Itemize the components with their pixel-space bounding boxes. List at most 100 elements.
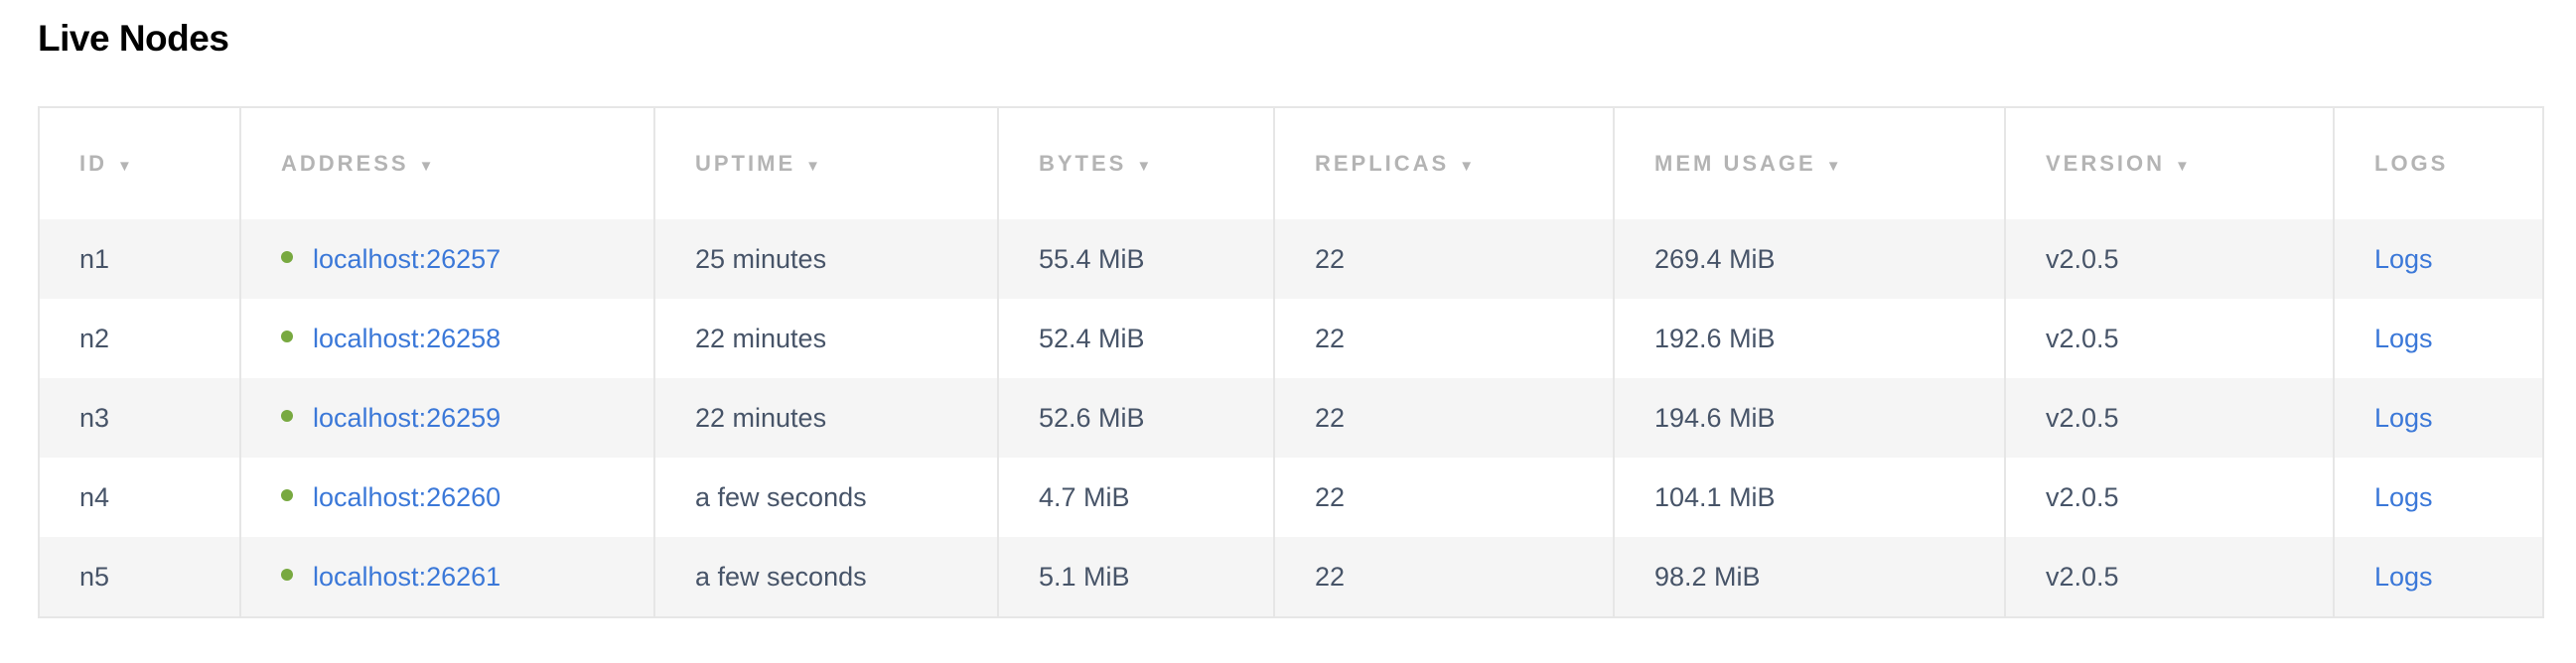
cell-mem: 104.1 MiB <box>1613 458 2005 537</box>
cell-bytes: 52.6 MiB <box>997 378 1274 458</box>
column-header-uptime[interactable]: UPTIME ▼ <box>653 107 998 219</box>
sort-arrow-icon[interactable]: ▼ <box>1459 158 1475 175</box>
mem-value: 104.1 MiB <box>1654 481 1776 512</box>
cell-version: v2.0.5 <box>2004 219 2334 299</box>
cell-address: localhost:26261 <box>239 537 654 617</box>
sort-arrow-icon[interactable]: ▼ <box>117 158 132 175</box>
column-header-mem[interactable]: MEM USAGE ▼ <box>1613 107 2005 219</box>
node-address-link[interactable]: localhost:26259 <box>313 402 501 433</box>
status-live-icon <box>281 410 293 423</box>
cell-id: n5 <box>38 537 240 617</box>
cell-replicas: 22 <box>1273 378 1614 458</box>
cell-uptime: a few seconds <box>653 537 998 617</box>
replicas-value: 22 <box>1315 243 1346 274</box>
cell-address: localhost:26260 <box>239 458 654 537</box>
replicas-value: 22 <box>1315 402 1346 433</box>
cell-logs: Logs <box>2333 219 2543 299</box>
replicas-value: 22 <box>1315 481 1346 512</box>
table-row: n5 localhost:26261 a few seconds 5.1 MiB 22 9… <box>38 537 2543 617</box>
sort-arrow-icon[interactable]: ▼ <box>1136 158 1152 175</box>
status-live-icon <box>281 569 293 582</box>
cell-uptime: 22 minutes <box>653 299 998 378</box>
uptime-value: 22 minutes <box>695 323 827 353</box>
version-value: v2.0.5 <box>2046 561 2119 592</box>
logs-link[interactable]: Logs <box>2374 481 2433 512</box>
table-row: n4 localhost:26260 a few seconds 4.7 MiB 22 1… <box>38 458 2543 537</box>
bytes-value: 55.4 MiB <box>1039 243 1145 274</box>
column-header-logs: LOGS <box>2333 107 2543 219</box>
cell-version: v2.0.5 <box>2004 458 2334 537</box>
column-label: ID <box>79 151 107 176</box>
bytes-value: 5.1 MiB <box>1039 561 1130 592</box>
cell-version: v2.0.5 <box>2004 378 2334 458</box>
logs-link[interactable]: Logs <box>2374 323 2433 353</box>
column-label: LOGS <box>2374 151 2449 176</box>
column-label: REPLICAS <box>1315 151 1450 176</box>
table-body: n1 localhost:26257 25 minutes 55.4 MiB 22 269… <box>38 219 2543 617</box>
node-address-link[interactable]: localhost:26258 <box>313 323 501 353</box>
replicas-value: 22 <box>1315 561 1346 592</box>
column-header-version[interactable]: VERSION ▼ <box>2004 107 2334 219</box>
cell-bytes: 4.7 MiB <box>997 458 1274 537</box>
cell-replicas: 22 <box>1273 299 1614 378</box>
table-row: n1 localhost:26257 25 minutes 55.4 MiB 22 269… <box>38 219 2543 299</box>
cell-version: v2.0.5 <box>2004 299 2334 378</box>
id-value: n4 <box>79 481 110 512</box>
table-row: n3 localhost:26259 22 minutes 52.6 MiB 22 194… <box>38 378 2543 458</box>
cell-mem: 192.6 MiB <box>1613 299 2005 378</box>
cell-replicas: 22 <box>1273 537 1614 617</box>
cell-logs: Logs <box>2333 378 2543 458</box>
column-header-id[interactable]: ID ▼ <box>38 107 240 219</box>
cell-version: v2.0.5 <box>2004 537 2334 617</box>
bytes-value: 4.7 MiB <box>1039 481 1130 512</box>
cell-mem: 269.4 MiB <box>1613 219 2005 299</box>
cell-uptime: 25 minutes <box>653 219 998 299</box>
sort-arrow-icon[interactable]: ▼ <box>1825 158 1841 175</box>
sort-arrow-icon[interactable]: ▼ <box>418 158 434 175</box>
node-address-link[interactable]: localhost:26261 <box>313 561 501 592</box>
uptime-value: 22 minutes <box>695 402 827 433</box>
mem-value: 269.4 MiB <box>1654 243 1776 274</box>
column-label: ADDRESS <box>281 151 409 176</box>
cell-uptime: 22 minutes <box>653 378 998 458</box>
logs-link[interactable]: Logs <box>2374 402 2433 433</box>
cell-id: n3 <box>38 378 240 458</box>
page-title: Live Nodes <box>38 18 229 59</box>
cell-address: localhost:26259 <box>239 378 654 458</box>
logs-link[interactable]: Logs <box>2374 243 2433 274</box>
cell-replicas: 22 <box>1273 458 1614 537</box>
sort-arrow-icon[interactable]: ▼ <box>805 158 820 175</box>
column-label: UPTIME <box>695 151 796 176</box>
column-label: MEM USAGE <box>1654 151 1816 176</box>
node-address-link[interactable]: localhost:26260 <box>313 481 501 512</box>
column-header-replicas[interactable]: REPLICAS ▼ <box>1273 107 1614 219</box>
cell-bytes: 5.1 MiB <box>997 537 1274 617</box>
cell-replicas: 22 <box>1273 219 1614 299</box>
table-row: n2 localhost:26258 22 minutes 52.4 MiB 22 192… <box>38 299 2543 378</box>
version-value: v2.0.5 <box>2046 402 2119 433</box>
cell-uptime: a few seconds <box>653 458 998 537</box>
column-header-address[interactable]: ADDRESS ▼ <box>239 107 654 219</box>
status-live-icon <box>281 489 293 502</box>
id-value: n3 <box>79 402 110 433</box>
uptime-value: a few seconds <box>695 561 867 592</box>
column-label: VERSION <box>2046 151 2166 176</box>
status-live-icon <box>281 331 293 343</box>
uptime-value: 25 minutes <box>695 243 827 274</box>
live-nodes-table: ID ▼ ADDRESS ▼ UPTIME ▼ BYTES ▼ REPLICAS ▼ MEM USA… <box>38 106 2544 618</box>
bytes-value: 52.4 MiB <box>1039 323 1145 353</box>
version-value: v2.0.5 <box>2046 243 2119 274</box>
sort-arrow-icon[interactable]: ▼ <box>2175 158 2190 175</box>
replicas-value: 22 <box>1315 323 1346 353</box>
id-value: n2 <box>79 323 110 353</box>
cell-mem: 194.6 MiB <box>1613 378 2005 458</box>
cell-mem: 98.2 MiB <box>1613 537 2005 617</box>
mem-value: 192.6 MiB <box>1654 323 1776 353</box>
logs-link[interactable]: Logs <box>2374 561 2433 592</box>
cell-id: n1 <box>38 219 240 299</box>
column-label: BYTES <box>1039 151 1127 176</box>
node-address-link[interactable]: localhost:26257 <box>313 243 501 274</box>
id-value: n5 <box>79 561 110 592</box>
bytes-value: 52.6 MiB <box>1039 402 1145 433</box>
column-header-bytes[interactable]: BYTES ▼ <box>997 107 1274 219</box>
